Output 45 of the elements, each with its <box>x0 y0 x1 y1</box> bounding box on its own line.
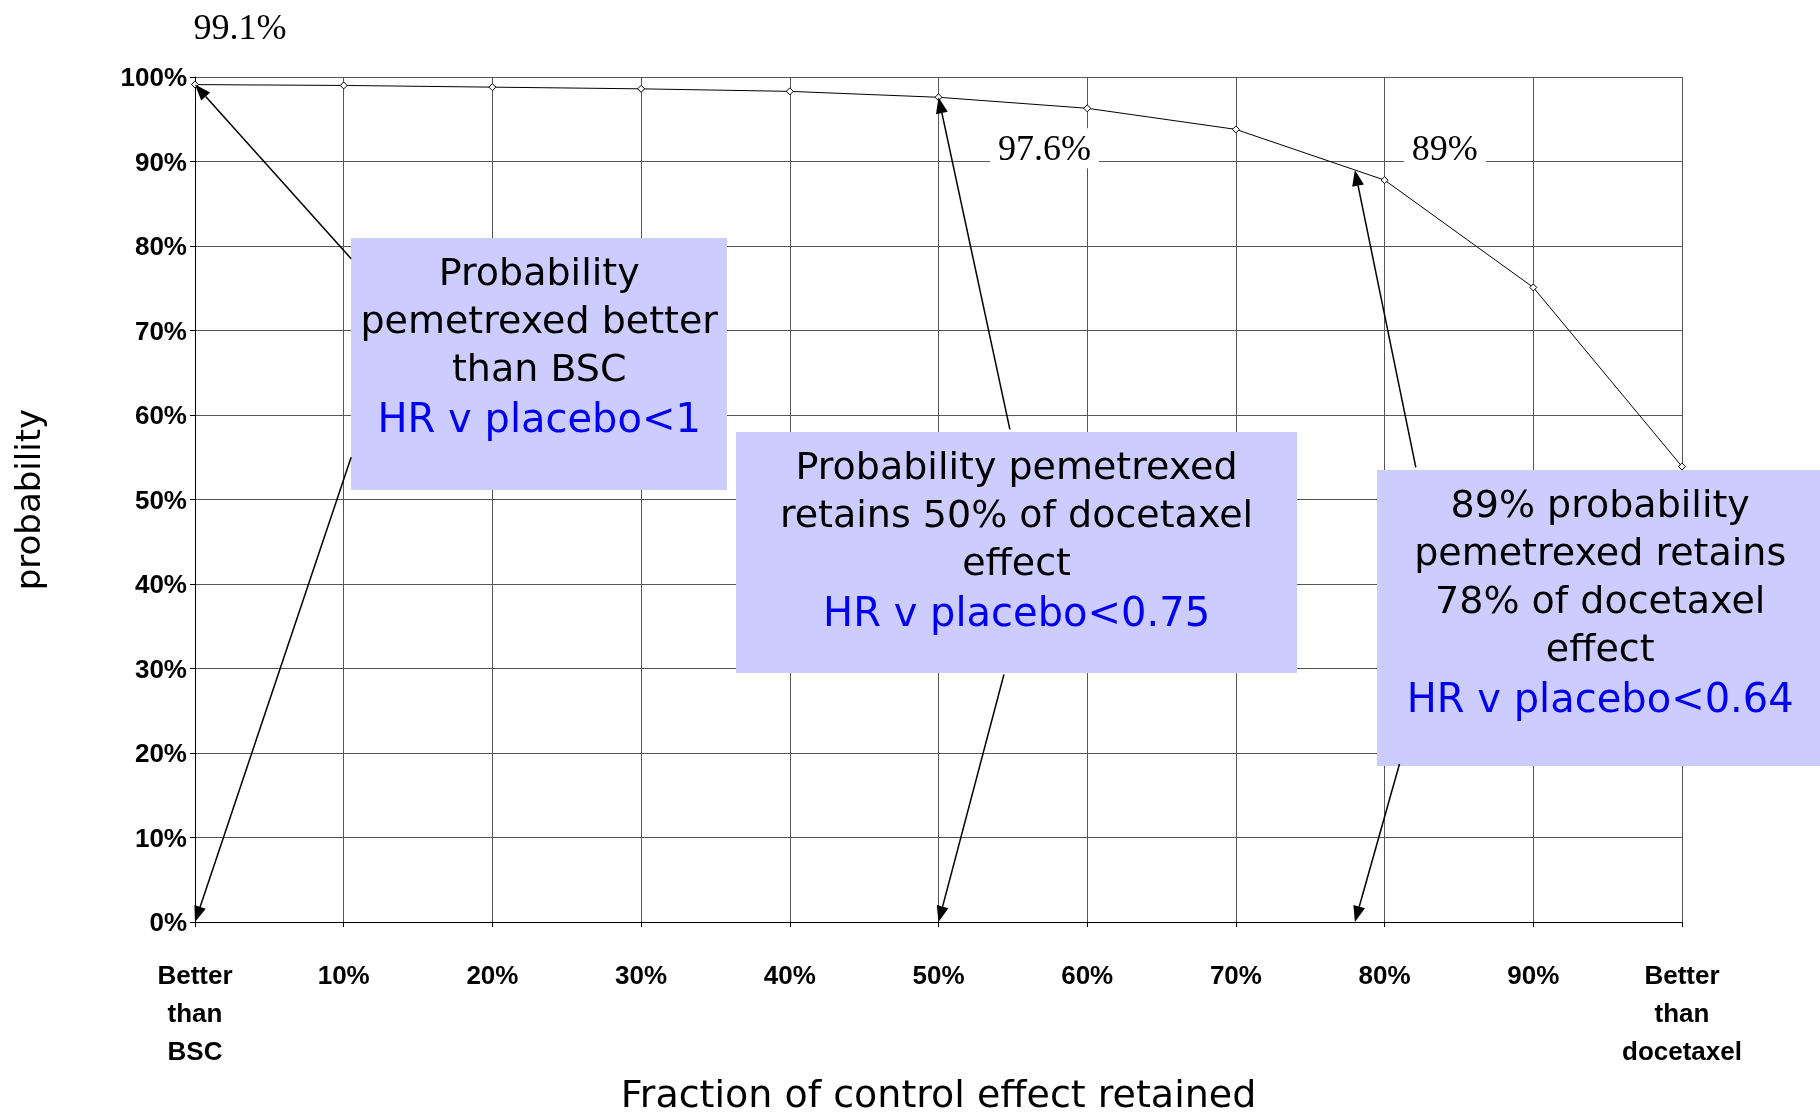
x-axis-title: Fraction of control effect retained <box>620 1072 1257 1116</box>
y-tick-label: 80% <box>134 231 187 262</box>
point <box>1083 104 1092 113</box>
x-tick-label: 70% <box>1209 960 1262 991</box>
y-tick-label: 70% <box>134 315 187 346</box>
annotation: HR v placebo<0.64 <box>1405 673 1795 723</box>
y-tick-label: 40% <box>134 569 187 600</box>
x-tick-label: 30% <box>615 960 668 991</box>
annotation: Probability pemetrexed better than BSC <box>359 249 719 393</box>
annotation: 97.6% <box>998 128 1091 169</box>
y-tick-label: 30% <box>134 653 187 684</box>
x-tick-label: 20% <box>466 960 519 991</box>
callout-box: Probability pemetrexed retains 50% of docetaxel effect HR v placebo<0.75 <box>736 431 1297 673</box>
point <box>339 81 348 90</box>
x-tick-label: 60% <box>1061 960 1114 991</box>
y-tick-label: 90% <box>134 146 187 177</box>
point <box>1529 283 1538 292</box>
y-tick-label: 100% <box>120 62 187 92</box>
y-tick-label: 0% <box>149 907 187 938</box>
x-tick-label: Better than BSC <box>157 960 233 1067</box>
callout-box: Probability pemetrexed better than BSC HR v placebo<1 <box>351 238 728 491</box>
y-tick-label: 10% <box>134 822 187 853</box>
y-tick-label: 50% <box>134 484 187 515</box>
x-tick-label: 80% <box>1358 960 1411 991</box>
point <box>1380 176 1389 185</box>
x-tick-label: 10% <box>317 960 370 991</box>
point <box>785 87 794 96</box>
y-tick-label: 20% <box>134 738 187 769</box>
annotation: 89% probability pemetrexed retains 78% of docetaxel effect <box>1413 480 1788 672</box>
annotation: HR v placebo<1 <box>376 394 702 444</box>
point <box>1678 462 1686 471</box>
callout-box: 89% probability pemetrexed retains 78% of docetaxel effect HR v placebo<0.64 <box>1377 469 1820 766</box>
annotation: HR v placebo<0.75 <box>822 587 1212 637</box>
annotation: 89% <box>1411 127 1478 168</box>
x-tick-label: Better than docetaxel <box>1622 960 1742 1067</box>
x-tick-label: 40% <box>763 960 816 991</box>
point <box>488 83 497 92</box>
point <box>1231 125 1240 134</box>
y-tick-label: 60% <box>134 400 187 431</box>
annotation: 99.1% <box>193 6 287 47</box>
y-axis-title: probability <box>8 408 48 591</box>
point <box>637 84 646 93</box>
x-tick-label: 50% <box>912 960 965 991</box>
x-tick-label: 90% <box>1507 960 1560 991</box>
annotation: Probability pemetrexed retains 50% of docetaxel effect <box>778 442 1255 586</box>
